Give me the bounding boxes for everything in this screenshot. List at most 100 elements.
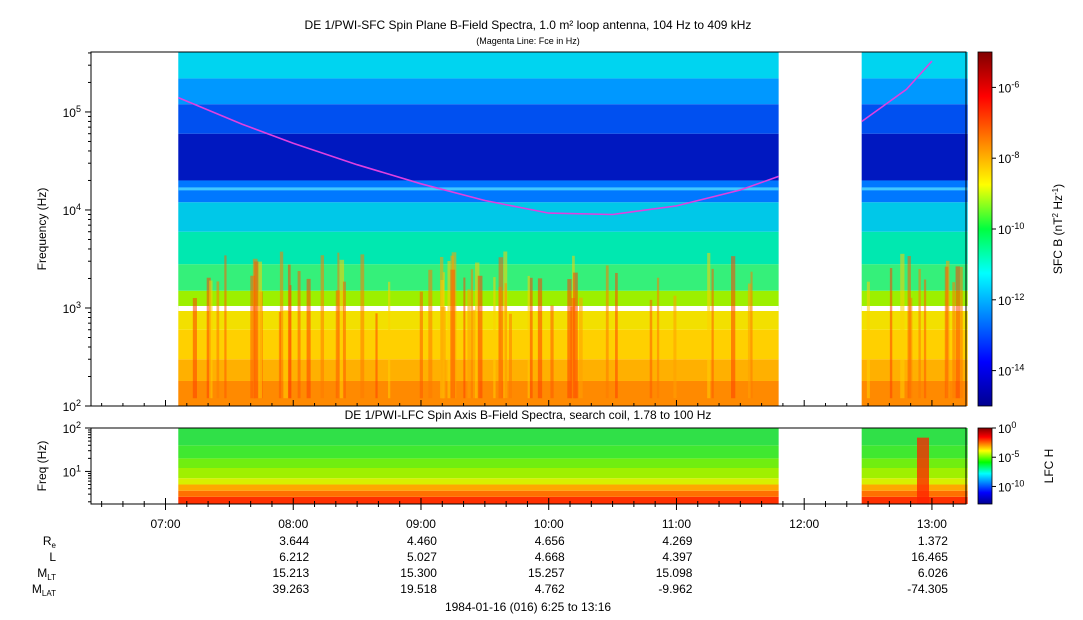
sfc-colorbar-tick-label: 10-12: [998, 292, 1024, 308]
sfc-band-1-7: [861, 202, 968, 232]
ephemeris-value: 16.465: [911, 550, 948, 564]
sfc-burst: [388, 281, 391, 399]
sfc-burst: [342, 281, 346, 399]
sfc-burst: [508, 313, 512, 399]
lfc-plot-frame: [90, 427, 967, 505]
lfc-band-1-5: [861, 458, 968, 468]
time-axis: 07:00 08:00 09:00 10:00 11:00 12:00 13:00: [101, 400, 954, 531]
sfc-y-tick-label: 102: [63, 398, 81, 414]
lfc-colorbar-ticks: 10-10 10-5 100: [992, 420, 1024, 494]
panel2-title: DE 1/PWI-LFC Spin Axis B-Field Spectra, …: [345, 408, 712, 422]
sfc-band-1-10: [861, 104, 968, 134]
ephemeris-value: 4.762: [535, 582, 565, 596]
sfc-colorbar-tick-label: 10-14: [998, 363, 1024, 379]
sfc-burst: [297, 271, 301, 399]
panel1-subtitle: (Magenta Line: Fce in Hz): [476, 36, 580, 46]
ephemeris-value: 5.027: [407, 550, 437, 564]
sfc-gap-1: [861, 305, 968, 311]
sfc-band-0-11: [178, 78, 779, 105]
sfc-burst: [440, 306, 446, 399]
sfc-band-1-6: [861, 231, 968, 265]
ephemeris-value: 19.518: [400, 582, 437, 596]
sfc-burst: [467, 289, 471, 399]
sfc-burst: [731, 256, 736, 399]
sfc-burst: [337, 252, 340, 399]
fce-line: [177, 60, 933, 216]
sfc-burst: [567, 279, 572, 399]
time-tick-label: 08:00: [278, 517, 308, 531]
sfc-burst: [339, 259, 345, 399]
sfc-burst: [952, 282, 956, 399]
ephemeris-row-label: Re: [43, 534, 57, 550]
sfc-colorbar: 10-14 10-12 10-10 10-8 10-6 SFC B (nT2 Hz-1): [977, 51, 1065, 407]
lfc-band-0-5: [178, 458, 779, 468]
lfc-band-1-4: [861, 467, 968, 479]
ephemeris-value: 15.098: [656, 566, 693, 580]
sfc-burst: [866, 281, 870, 399]
sfc-burst: [529, 277, 533, 399]
ephemeris-table: Re 3.644 4.460 4.656 4.269 1.372 L 6.212 5.027 4.…: [32, 534, 948, 598]
sfc-burst: [503, 251, 508, 399]
lfc-band-0-2: [178, 484, 779, 491]
ephemeris-value: 4.460: [407, 534, 437, 548]
sfc-burst: [258, 261, 262, 399]
ephemeris-value: 4.397: [662, 550, 692, 564]
sfc-burst: [477, 275, 483, 399]
lfc-spike: [916, 437, 929, 504]
sfc-band-0-6: [178, 231, 779, 265]
sfc-band-0-7: [178, 202, 779, 232]
sfc-band-0-10: [178, 104, 779, 134]
sfc-band-0-12: [178, 52, 779, 79]
sfc-burst: [923, 279, 927, 399]
sfc-burst: [537, 278, 543, 399]
sfc-burst: [475, 262, 480, 399]
sfc-band-1-11: [861, 78, 968, 105]
ephemeris-value: -9.962: [658, 582, 692, 596]
sfc-burst: [206, 277, 211, 399]
sfc-burst: [209, 280, 213, 399]
sfc-spectrogram-image: [178, 52, 968, 406]
sfc-band-1-0: [861, 380, 968, 406]
lfc-band-1-3: [861, 478, 968, 485]
lfc-colorbar-tick-label: 10-5: [998, 449, 1019, 465]
sfc-band-1-5: [861, 264, 968, 291]
footer-time-range: 1984-01-16 (016) 6:25 to 13:16: [445, 600, 611, 614]
sfc-burst: [673, 295, 677, 399]
lfc-band-0-0: [178, 496, 779, 504]
ephemeris-value: 4.656: [535, 534, 565, 548]
sfc-band-1-8: [861, 180, 968, 203]
sfc-burst: [250, 275, 256, 399]
ephemeris-value: 39.263: [273, 582, 310, 596]
sfc-burst: [579, 297, 583, 399]
lfc-band-0-6: [178, 445, 779, 459]
sfc-burst: [605, 265, 609, 399]
sfc-burst: [419, 291, 423, 399]
sfc-burst: [463, 277, 466, 399]
sfc-burst: [450, 269, 456, 399]
sfc-burst: [615, 272, 618, 399]
ephemeris-value: 15.213: [273, 566, 310, 580]
lfc-band-1-0: [861, 496, 968, 504]
sfc-colorbar-tick-label: 10-6: [998, 79, 1019, 95]
sfc-burst: [447, 260, 451, 399]
time-tick-label: 09:00: [406, 517, 436, 531]
lfc-band-1-1: [861, 490, 968, 497]
time-tick-label: 12:00: [789, 517, 819, 531]
sfc-y-tick-label: 104: [63, 202, 81, 218]
ephemeris-value: 6.212: [279, 550, 309, 564]
sfc-burst: [527, 275, 530, 399]
lfc-band-1-2: [861, 484, 968, 491]
lfc-band-0-1: [178, 490, 779, 497]
sfc-burst: [192, 298, 197, 399]
ephemeris-value: -74.305: [907, 582, 948, 596]
ephemeris-value: 1.372: [918, 534, 948, 548]
sfc-band-1-12: [861, 52, 968, 79]
sfc-y-axis: 102 103 104 105: [63, 52, 91, 414]
sfc-burst: [571, 298, 576, 399]
sfc-burst: [498, 287, 502, 399]
lfc-colorbar-tick-label: 100: [998, 420, 1016, 436]
sfc-colorbar-tick-label: 10-10: [998, 221, 1024, 237]
sfc-burst: [918, 268, 921, 399]
sfc-burst: [375, 313, 378, 399]
sfc-y-axis-label: Frequency (Hz): [35, 188, 49, 271]
